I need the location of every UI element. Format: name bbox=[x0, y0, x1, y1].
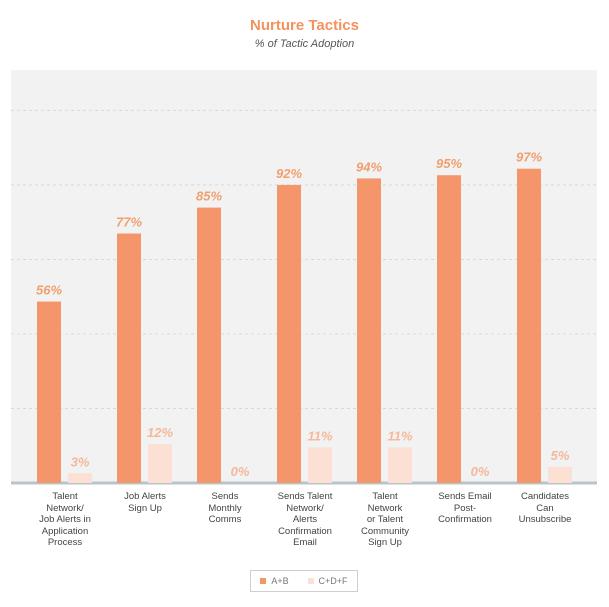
category-label-4: Talent Network or Talent Community Sign … bbox=[360, 491, 410, 548]
data-label-a-b-1: 77% bbox=[116, 215, 142, 230]
category-label-1: Job Alerts Sign Up bbox=[124, 491, 166, 514]
data-label-c-d-f-0: 3% bbox=[71, 454, 90, 469]
category-label-5: Sends Email Post- Confirmation bbox=[438, 491, 492, 525]
data-label-c-d-f-4: 11% bbox=[387, 428, 412, 443]
legend-swatch-a-b bbox=[260, 578, 267, 584]
data-label-a-b-6: 97% bbox=[516, 150, 542, 165]
legend-swatch-c-d-f bbox=[307, 578, 314, 584]
data-label-c-d-f-3: 11% bbox=[307, 428, 332, 443]
bar-a-b-6 bbox=[517, 168, 541, 483]
bar-c-d-f-1 bbox=[148, 444, 172, 483]
legend-item-c-d-f: C+D+F bbox=[307, 576, 348, 586]
data-label-a-b-3: 92% bbox=[276, 166, 302, 181]
category-label-2: Sends Monthly Comms bbox=[208, 491, 242, 525]
data-label-a-b-5: 95% bbox=[436, 156, 462, 171]
bar-a-b-2 bbox=[197, 207, 221, 483]
bar-c-d-f-4 bbox=[388, 447, 412, 483]
legend-label-c-d-f: C+D+F bbox=[318, 576, 348, 586]
data-label-a-b-4: 94% bbox=[356, 159, 382, 174]
chart-title: Nurture Tactics bbox=[250, 17, 359, 34]
legend: A+B C+D+F bbox=[250, 570, 358, 592]
bar-a-b-5 bbox=[437, 175, 461, 483]
data-label-c-d-f-6: 5% bbox=[551, 448, 570, 463]
chart-subtitle: % of Tactic Adoption bbox=[254, 38, 355, 50]
bar-c-d-f-3 bbox=[308, 447, 332, 483]
legend-label-a-b: A+B bbox=[271, 576, 289, 586]
plot-area bbox=[11, 70, 597, 483]
bar-a-b-3 bbox=[277, 184, 301, 484]
bar-c-d-f-0 bbox=[68, 473, 92, 483]
data-label-a-b-2: 85% bbox=[196, 189, 222, 204]
bar-c-d-f-6 bbox=[548, 466, 572, 483]
bar-a-b-1 bbox=[117, 233, 141, 483]
bar-a-b-0 bbox=[37, 301, 61, 483]
category-label-6: Candidates Can Unsubscribe bbox=[518, 491, 572, 525]
category-label-3: Sends Talent Network/ Alerts Confirmatio… bbox=[277, 491, 333, 548]
legend-item-a-b: A+B bbox=[260, 576, 289, 586]
data-label-a-b-0: 56% bbox=[36, 283, 62, 298]
bar-a-b-4 bbox=[357, 178, 381, 483]
data-label-c-d-f-1: 12% bbox=[147, 425, 173, 440]
data-label-c-d-f-5: 0% bbox=[471, 464, 490, 479]
category-label-0: Talent Network/ Job Alerts in Applicatio… bbox=[39, 491, 91, 548]
data-label-c-d-f-2: 0% bbox=[231, 464, 250, 479]
